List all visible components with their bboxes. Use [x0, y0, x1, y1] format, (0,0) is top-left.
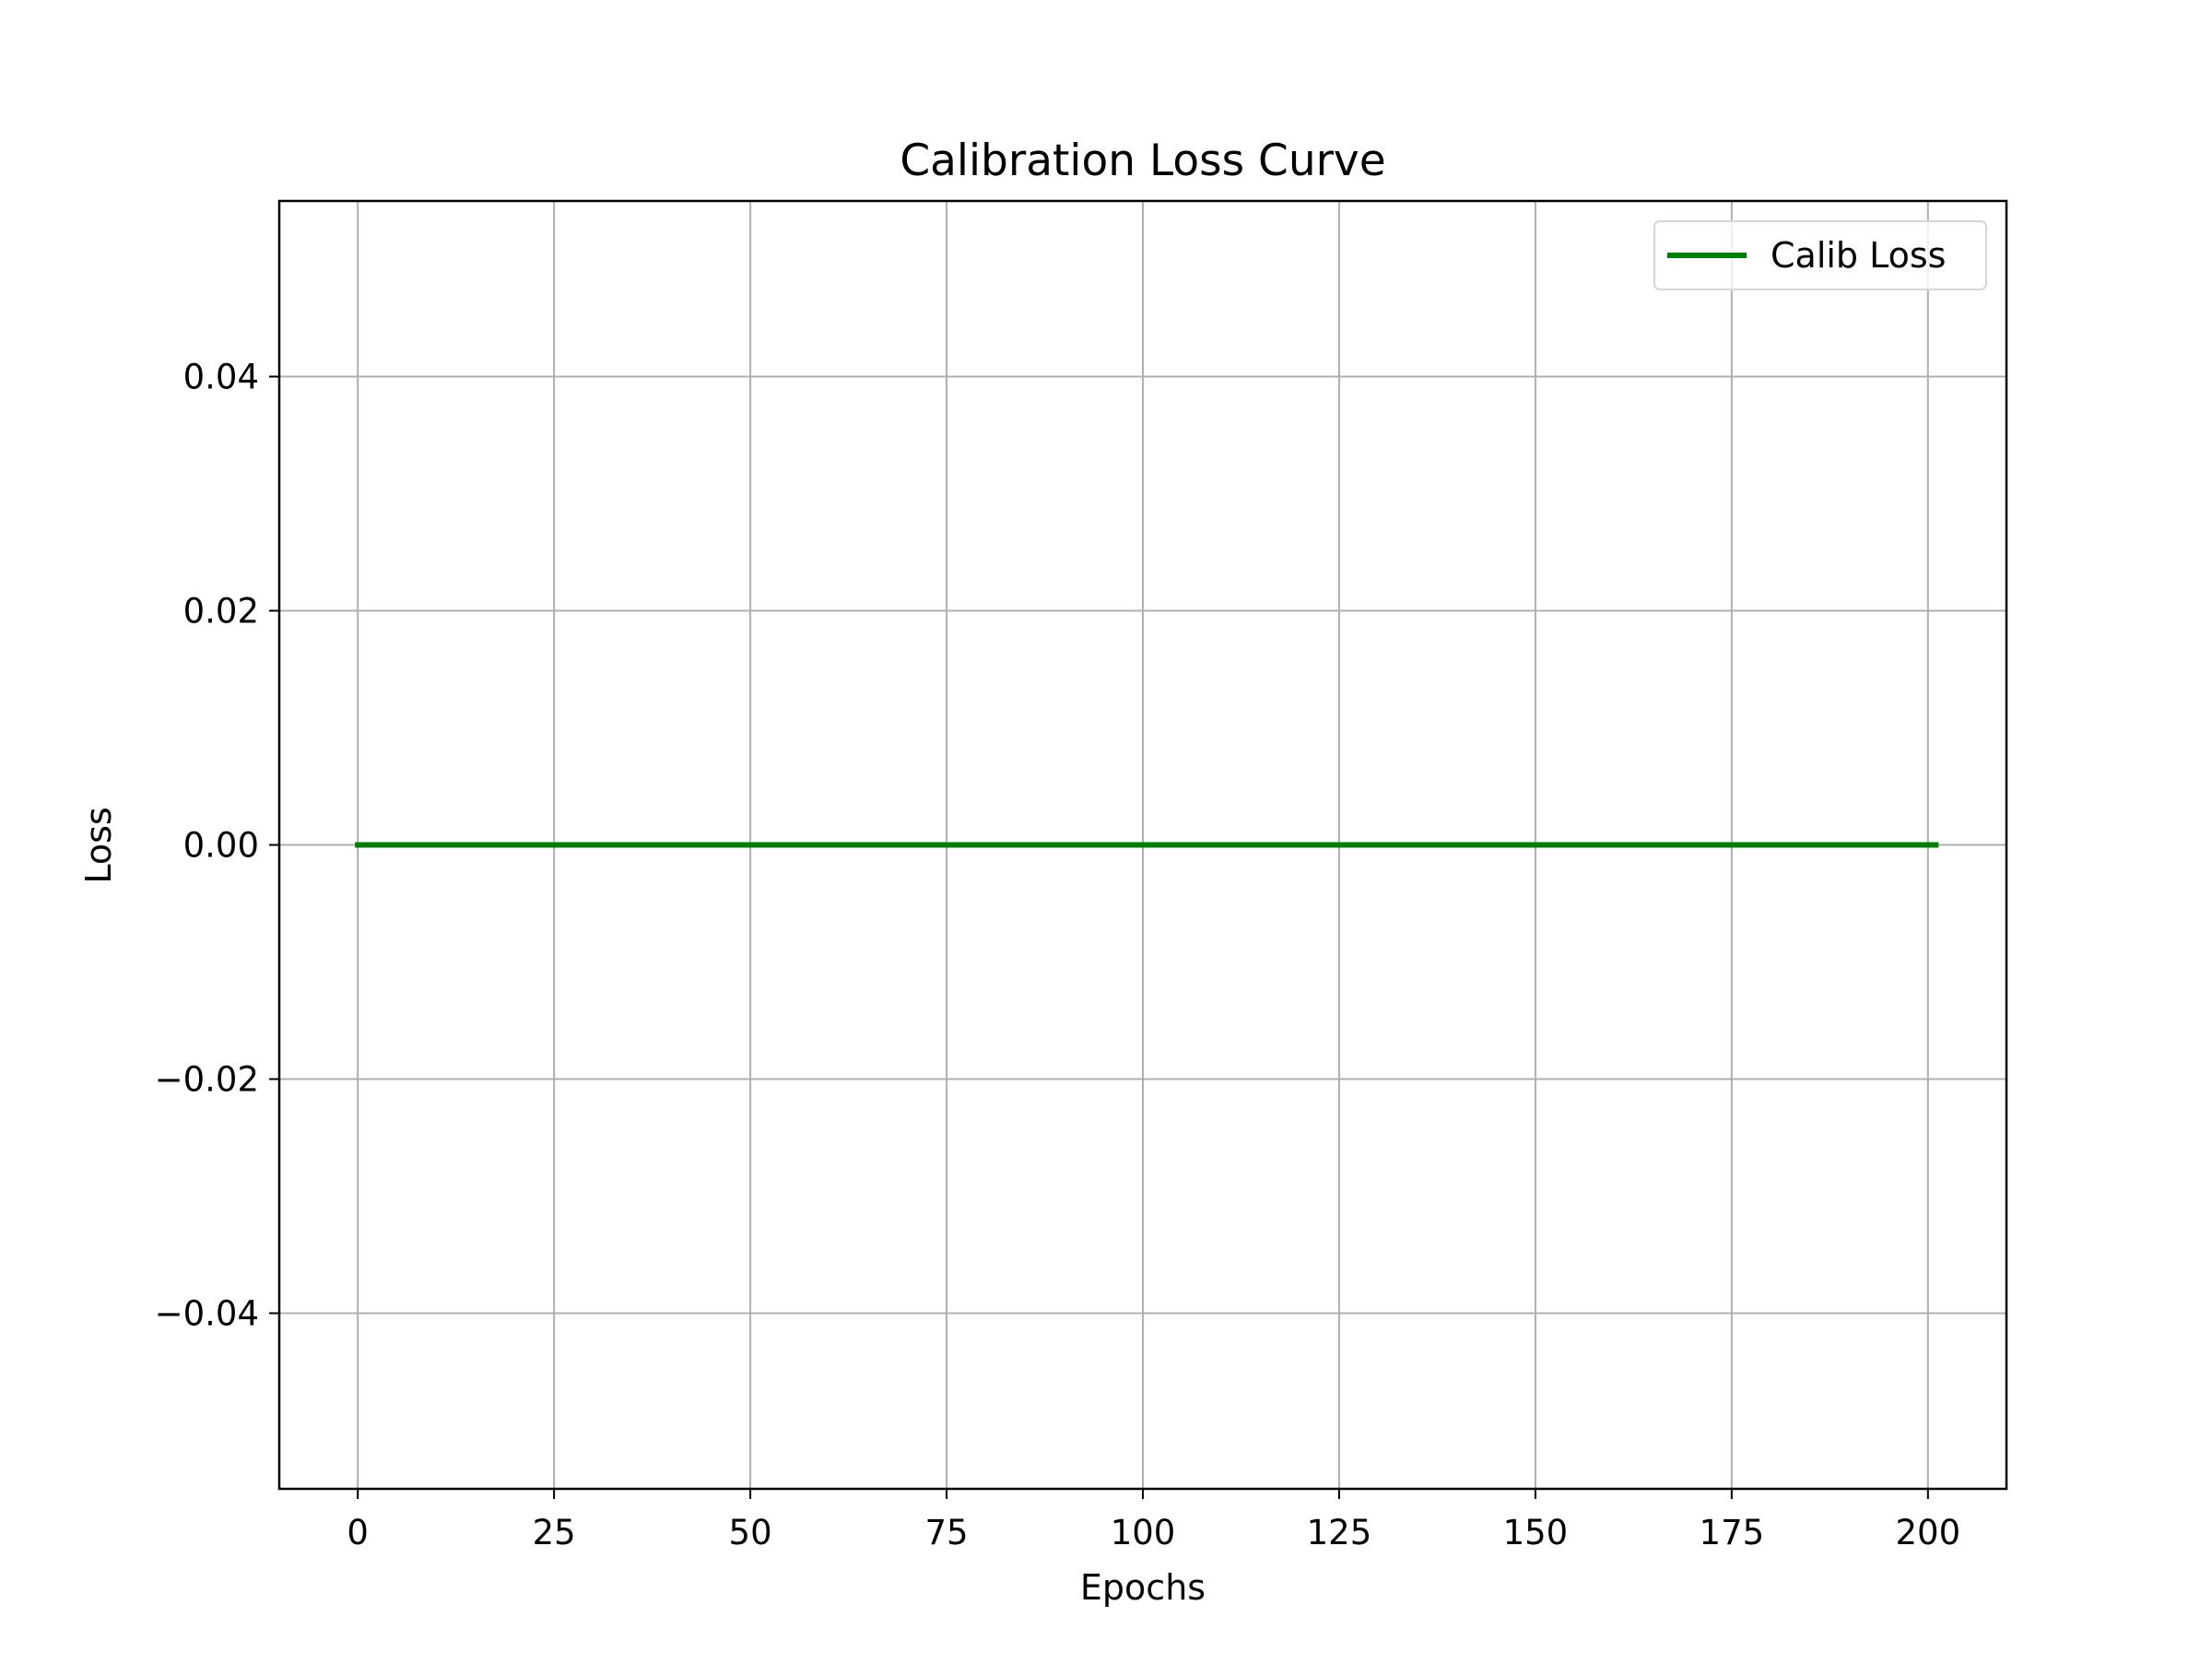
- x-tick-label: 125: [1307, 1513, 1372, 1552]
- x-tick-label: 50: [729, 1513, 772, 1552]
- x-tick-label: 0: [347, 1513, 369, 1552]
- y-tick-label: 0.02: [183, 592, 259, 631]
- x-tick-label: 200: [1896, 1513, 1961, 1552]
- x-tick-label: 25: [533, 1513, 576, 1552]
- ticks: 0 25 50 75 100 125 150 175 200 0.04 0.02 0.00 −0.02 −…: [155, 358, 1961, 1553]
- legend-box: [1653, 220, 1987, 290]
- x-axis-label: Epochs: [1080, 1567, 1206, 1608]
- x-tick-label: 75: [924, 1513, 968, 1552]
- y-tick-label: −0.02: [155, 1060, 259, 1100]
- y-axis-label: Loss: [78, 807, 119, 883]
- y-tick-label: 0.00: [183, 826, 259, 866]
- legend-label: Calib Loss: [1771, 235, 1946, 276]
- chart-title: Calibration Loss Curve: [900, 136, 1385, 186]
- legend: Calib Loss: [1653, 220, 1987, 290]
- y-tick-label: −0.04: [155, 1294, 259, 1334]
- y-tick-label: 0.04: [183, 358, 259, 397]
- x-tick-label: 175: [1700, 1513, 1765, 1552]
- x-tick-label: 100: [1111, 1513, 1176, 1552]
- x-tick-label: 150: [1503, 1513, 1569, 1552]
